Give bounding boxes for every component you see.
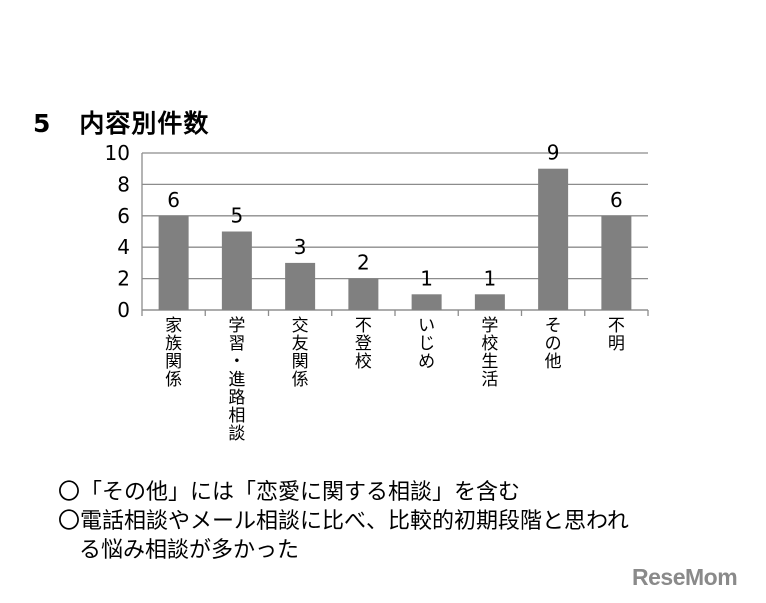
bar (285, 262, 316, 310)
notes: 〇「その他」には「恋愛に関する相談」を含む 〇電話相談やメール相談に比べ、比較的… (58, 478, 629, 565)
x-category-label: いじめ (418, 316, 435, 372)
note-line-3: る悩み相談が多かった (79, 538, 300, 563)
data-label: 2 (357, 251, 370, 275)
bar (348, 278, 379, 310)
chart-title: 5 内容別件数 (33, 104, 209, 140)
title-number: 5 (33, 109, 52, 138)
x-category-label: 不明 (608, 316, 625, 354)
bar-chart: 0 2 4 6 8 10 6 家族関係 5 学習・進路相談 3 交友関係 2 不登校 1 いじめ 1 学校生活 9 そ… (105, 141, 649, 444)
data-label: 9 (547, 141, 560, 165)
y-tick-label: 6 (117, 204, 130, 228)
y-tick-label: 8 (117, 172, 130, 196)
data-label: 3 (294, 235, 307, 259)
x-category-label: 家族関係 (165, 316, 182, 390)
note-line-2: 〇電話相談やメール相談に比べ、比較的初期段階と思われ (58, 509, 629, 534)
x-category-label: 不登校 (355, 316, 372, 372)
x-category-label: 学校生活 (481, 316, 498, 390)
bar (474, 294, 505, 310)
bar (411, 294, 442, 310)
resemom-logo: ReseMom (632, 564, 738, 590)
data-label: 1 (484, 266, 497, 290)
title-text: 内容別件数 (79, 109, 210, 138)
y-tick-label: 4 (117, 235, 130, 259)
x-category-label: 学習・進路相談 (228, 316, 245, 444)
y-tick-label: 0 (117, 298, 130, 322)
y-tick-label: 10 (105, 141, 130, 165)
bar (601, 215, 632, 310)
data-label: 6 (610, 188, 623, 212)
x-category-label: その他 (545, 316, 562, 372)
data-label: 1 (420, 266, 433, 290)
data-label: 5 (231, 204, 244, 228)
bar (221, 231, 252, 310)
x-category-label: 交友関係 (292, 316, 309, 390)
note-line-1: 〇「その他」には「恋愛に関する相談」を含む (58, 480, 521, 505)
data-label: 6 (167, 188, 180, 212)
bar (158, 215, 189, 310)
y-tick-label: 2 (117, 267, 130, 291)
bar (538, 168, 569, 310)
